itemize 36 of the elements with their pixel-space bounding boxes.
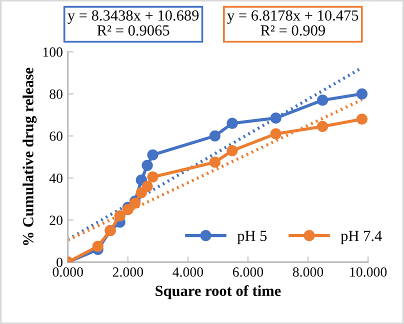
point bbox=[270, 128, 282, 140]
point bbox=[270, 112, 282, 124]
point bbox=[317, 94, 328, 106]
legend-label: pH 7.4 bbox=[340, 230, 382, 244]
point bbox=[317, 120, 328, 132]
point bbox=[209, 156, 220, 168]
y-tick-label: 100 bbox=[43, 47, 62, 57]
point bbox=[122, 204, 134, 216]
point bbox=[92, 240, 104, 252]
text: y = 6.8178x + 10.475 R² = 0.909 bbox=[227, 10, 358, 36]
y-tick-label: 40 bbox=[49, 174, 62, 183]
legend-label: pH 5 bbox=[237, 230, 267, 244]
point bbox=[136, 187, 147, 198]
x-tick-label: 10.000 bbox=[350, 267, 387, 277]
x-tick-label: 6.000 bbox=[232, 267, 264, 277]
x-tick-label: 8.000 bbox=[292, 267, 324, 277]
point bbox=[356, 114, 368, 125]
point bbox=[142, 160, 153, 171]
point bbox=[147, 149, 158, 160]
x-tick-label: 2.000 bbox=[112, 267, 143, 277]
y-axis-title: % Cumulative drug release bbox=[22, 68, 37, 246]
x-tick-label: 0.000 bbox=[52, 267, 83, 277]
y-tick-label: 80 bbox=[50, 89, 62, 99]
point bbox=[114, 210, 126, 222]
point bbox=[147, 171, 158, 183]
text: y = 8.3438x + 10.689 R² = 0.9065 bbox=[68, 10, 199, 36]
x-axis-title: Square root of time bbox=[156, 285, 281, 300]
point bbox=[209, 130, 220, 142]
y-tick-label: 0 bbox=[56, 258, 62, 268]
point bbox=[226, 118, 238, 129]
y-tick-label: 20 bbox=[50, 216, 62, 226]
point bbox=[226, 145, 238, 156]
point bbox=[142, 180, 153, 192]
x-tick-label: 4.000 bbox=[172, 267, 204, 277]
point bbox=[356, 88, 368, 100]
y-tick-label: 60 bbox=[50, 132, 62, 141]
